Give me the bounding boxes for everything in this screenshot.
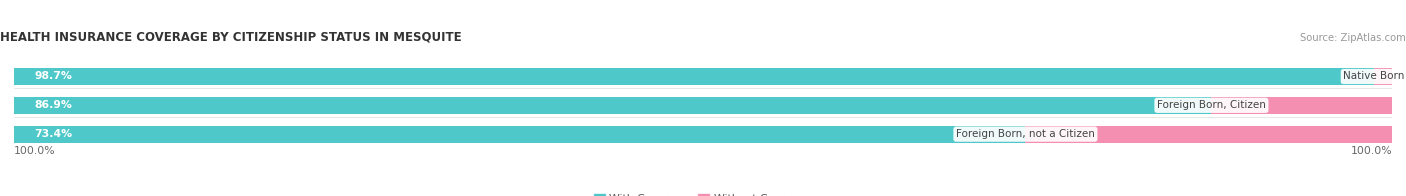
Bar (14, 126, 1025, 142)
Text: Foreign Born, not a Citizen: Foreign Born, not a Citizen (956, 129, 1095, 139)
Bar (14, 68, 1392, 85)
Bar (1212, 97, 1392, 114)
Bar (14, 126, 1392, 142)
Text: Foreign Born, Citizen: Foreign Born, Citizen (1157, 100, 1265, 110)
Bar (1025, 126, 1392, 142)
Bar (1374, 68, 1392, 85)
Bar (14, 68, 1374, 85)
Legend: With Coverage, Without Coverage: With Coverage, Without Coverage (589, 190, 817, 196)
Text: 100.0%: 100.0% (1350, 146, 1392, 156)
Text: HEALTH INSURANCE COVERAGE BY CITIZENSHIP STATUS IN MESQUITE: HEALTH INSURANCE COVERAGE BY CITIZENSHIP… (0, 30, 463, 43)
Text: 86.9%: 86.9% (35, 100, 73, 110)
Bar (14, 97, 1392, 114)
Bar (14, 97, 1212, 114)
Text: Source: ZipAtlas.com: Source: ZipAtlas.com (1301, 33, 1406, 43)
Text: 100.0%: 100.0% (14, 146, 56, 156)
Text: 98.7%: 98.7% (35, 72, 73, 82)
Text: Native Born: Native Born (1343, 72, 1405, 82)
Text: 73.4%: 73.4% (35, 129, 73, 139)
